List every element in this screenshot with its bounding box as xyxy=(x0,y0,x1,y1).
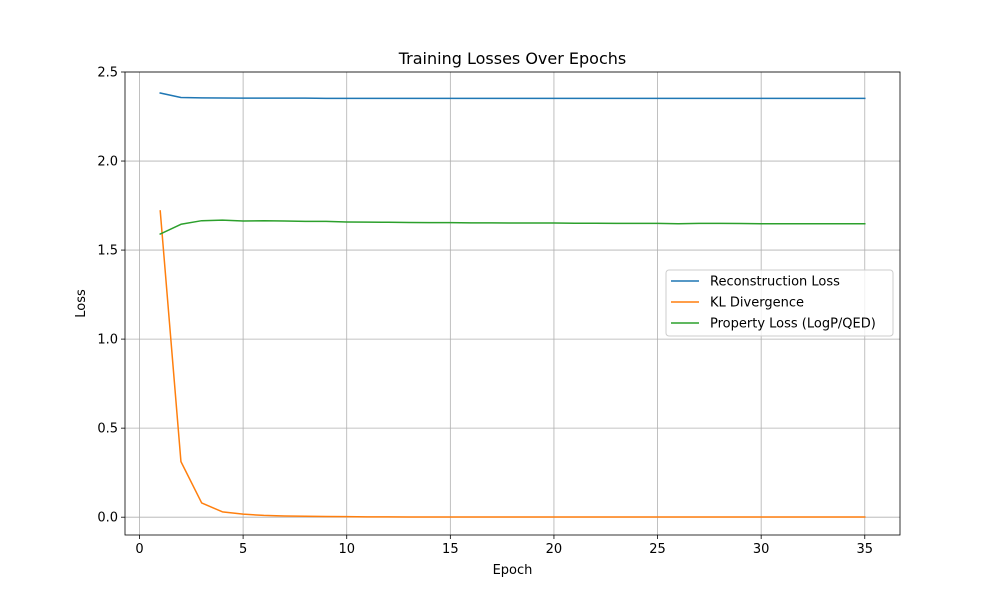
series-line-3 xyxy=(159,219,866,236)
chart-title: Training Losses Over Epochs xyxy=(398,49,626,68)
series-lines xyxy=(159,92,866,518)
axes-frame xyxy=(124,71,901,536)
y-tick-label: 0.5 xyxy=(97,422,118,437)
legend-label-1: Reconstruction Loss xyxy=(710,275,840,290)
x-tick-label: 0 xyxy=(135,542,143,557)
y-tick-label: 2.0 xyxy=(97,155,118,170)
legend-label-3: Property Loss (LogP/QED) xyxy=(710,317,876,332)
x-tick-label: 25 xyxy=(649,542,666,557)
axis-ticks: 0 5 10 15 20 25 30 35 0.0 0.5 1.0 1.5 2.0 2.5 xyxy=(97,66,873,558)
x-tick-label: 15 xyxy=(442,542,459,557)
legend-box xyxy=(665,269,894,337)
y-tick-label: 0.0 xyxy=(97,511,118,526)
legend-label-2: KL Divergence xyxy=(710,296,804,311)
x-tick-label: 5 xyxy=(239,542,247,557)
legend-entries: Reconstruction Loss KL Divergence Property… xyxy=(671,275,876,332)
y-tick-label: 1.5 xyxy=(97,244,118,259)
series-line-2 xyxy=(159,210,866,518)
x-tick-label: 10 xyxy=(338,542,355,557)
x-axis-label: Epoch xyxy=(493,563,533,578)
x-tick-label: 20 xyxy=(546,542,563,557)
y-tick-label: 1.0 xyxy=(97,333,118,348)
x-tick-label: 30 xyxy=(753,542,770,557)
y-axis-label: Loss xyxy=(74,289,89,318)
x-tick-label: 35 xyxy=(856,542,873,557)
legend: Reconstruction Loss KL Divergence Property… xyxy=(665,269,894,337)
series-line-1 xyxy=(159,92,866,100)
y-tick-label: 2.5 xyxy=(97,66,118,81)
